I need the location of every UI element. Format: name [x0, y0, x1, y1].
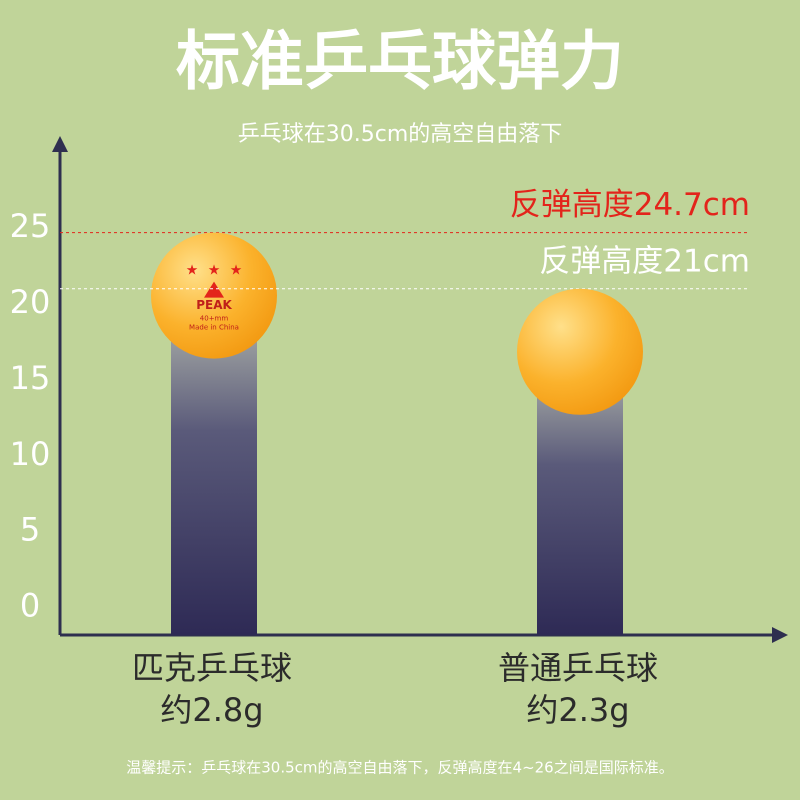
y-tick-label: 20 [10, 283, 51, 321]
ball-star: ★ [208, 263, 221, 279]
ball-logo [204, 281, 224, 298]
x-sublabel: 约2.3g [526, 691, 629, 729]
ball-star: ★ [230, 263, 243, 279]
y-tick-label: 5 [20, 511, 40, 549]
value-label: 反弹高度21cm [539, 243, 750, 279]
value-label: 反弹高度24.7cm [510, 187, 750, 223]
ball-origin: Made in China [189, 324, 239, 332]
footnote: 温馨提示：乒乓球在30.5cm的高空自由落下，反弹高度在4~26之间是国际标准。 [126, 759, 673, 777]
x-arrow [772, 627, 788, 643]
x-sublabel: 约2.8g [160, 691, 263, 729]
x-tick-label: 匹克乒乓球 [132, 649, 292, 687]
ball-size: 40+mm [200, 315, 229, 323]
subtitle: 乒乓球在30.5cm的高空自由落下 [238, 122, 563, 147]
x-tick-label: 普通乒乓球 [498, 649, 658, 687]
ball-brand: PEAK [196, 298, 232, 312]
y-arrow [52, 136, 68, 152]
y-tick-label: 0 [20, 587, 40, 625]
chart-title: 标准乒乓球弹力 [176, 26, 624, 100]
y-tick-label: 25 [10, 207, 51, 245]
ball [517, 288, 643, 415]
ball-star: ★ [186, 263, 199, 279]
y-tick-label: 15 [10, 359, 51, 397]
y-tick-label: 10 [10, 435, 51, 473]
